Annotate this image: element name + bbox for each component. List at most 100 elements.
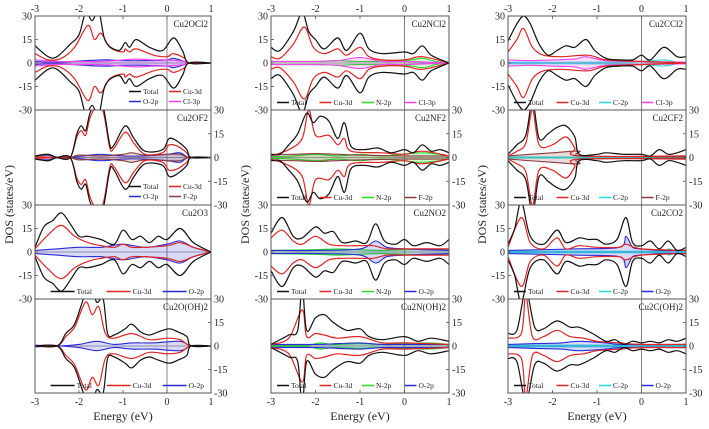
legend: Total Cu-3d C-2p O-2p: [514, 287, 671, 296]
y-tick-label: 30: [258, 12, 268, 23]
legend-label: N-2p: [376, 193, 392, 202]
x-tick-label-bottom: -1: [119, 397, 127, 408]
series-line-total-spin-down: [271, 257, 449, 288]
y-tick-label: -15: [214, 177, 227, 188]
series-line-total-spin-down: [35, 61, 211, 110]
panel-cu2cf2: 30 15 0 -15 -30 Cu2CF2 Total Cu-3d C-2p F-2p: [507, 106, 702, 212]
panel-title: Cu2NF2: [415, 113, 446, 123]
series-line-cu-3d-spin-down: [271, 254, 449, 275]
y-tick-label: -30: [255, 106, 268, 117]
series-group: [35, 110, 211, 205]
panel-cu2noh2: 30 15 0 -15 -30 Cu2N(OH)2 Total Cu-3d N-2p O-2p: [270, 295, 465, 400]
y-tick-label: 0: [27, 59, 32, 70]
legend-label: Total: [291, 381, 306, 390]
panel-cu2of2: 30 15 0 -15 -30 Cu2OF2 Total Cu-3d O-2p F-2p: [34, 106, 227, 212]
x-tick-label-top: 0: [165, 4, 170, 15]
series-line-total-spin-down: [35, 155, 211, 205]
series-line-total-spin-down: [271, 347, 449, 393]
series-line-cu-3d-spin-up: [508, 110, 686, 158]
legend: Total Cu-3d N-2p F-2p: [277, 193, 433, 202]
series-group: [508, 299, 686, 393]
series-line-total-spin-up: [35, 16, 211, 65]
panel-title: Cu2CCl2: [649, 19, 683, 29]
y-tick-label: 0: [263, 59, 268, 70]
series-group: [271, 299, 449, 393]
x-axis-label: Energy (eV): [567, 409, 626, 423]
x-tick-label-top: -1: [356, 4, 364, 15]
series-line-total-spin-down: [508, 346, 686, 393]
y-tick-label: -15: [689, 365, 702, 376]
x-tick-label-top: -2: [311, 4, 319, 15]
x-axis-label: Energy (eV): [93, 409, 152, 423]
legend-label: Total: [528, 287, 543, 296]
y-axis-label: DOS (states/eV): [2, 165, 16, 244]
legend-label: N-2p: [376, 381, 392, 390]
x-tick-label-top: -3: [31, 4, 39, 15]
series-line-cl-3p-spin-up: [271, 56, 449, 64]
legend-label: Cu-3d: [334, 193, 353, 202]
panel-title: Cu2CO2: [651, 208, 683, 218]
x-tick-label-top: 0: [639, 4, 644, 15]
y-tick-label: 15: [214, 318, 224, 329]
legend-label: C-2p: [613, 193, 628, 202]
series-line-cu-3d-spin-up: [271, 229, 449, 250]
series-line-total-spin-down: [508, 252, 686, 299]
series-line-c-2p-spin-down: [508, 252, 686, 256]
y-tick-label: 0: [263, 248, 268, 259]
series-line-cu-3d-spin-down: [35, 251, 211, 280]
x-tick-label-bottom: -1: [356, 397, 364, 408]
y-tick-label: 15: [22, 35, 32, 46]
x-tick-label-top: 0: [402, 4, 407, 15]
y-tick-label: 15: [214, 129, 224, 140]
legend-label: O-2p: [656, 287, 672, 296]
y-tick-label: 0: [500, 248, 505, 259]
series-line-cu-3d-spin-down: [508, 157, 686, 205]
series-fill-c-2p: [508, 248, 686, 256]
panel-title: Cu2N(OH)2: [401, 302, 446, 312]
series-fill-o-2p: [35, 152, 211, 163]
panel-title: Cu2O(OH)2: [163, 302, 208, 312]
panel-cu2ocl2: 30 15 0 -15 -30 Cu2OCl2 Total Cu-3d O-2p Cl-3p: [19, 12, 212, 117]
legend-label: Total: [528, 98, 543, 107]
series-fill-f-2p: [271, 153, 449, 162]
x-tick-label-top: -2: [75, 4, 83, 15]
legend: Total Cu-3d C-2p O-2p: [514, 381, 671, 390]
series-line-cu-3d-spin-down: [271, 62, 449, 100]
y-tick-label: 0: [452, 153, 457, 164]
series-group: [508, 110, 686, 205]
series-fill-o-2p: [271, 240, 449, 263]
legend-label: Cl-3p: [183, 97, 200, 106]
y-tick-label: 30: [258, 201, 268, 212]
y-tick-label: 15: [689, 318, 699, 329]
series-line-total-spin-down: [271, 62, 449, 110]
legend-label: O-2p: [419, 287, 435, 296]
legend-label: Total: [77, 381, 92, 390]
legend-label: N-2p: [376, 98, 392, 107]
series-line-f-2p-spin-down: [271, 158, 449, 163]
y-tick-label: -30: [689, 201, 702, 212]
legend-label: Total: [291, 287, 306, 296]
x-tick-label-top: -2: [548, 4, 556, 15]
legend: Total Cu-3d N-2p Cl-3p: [277, 98, 436, 107]
panel-title: Cu2C(OH)2: [639, 302, 684, 312]
y-tick-label: 0: [27, 248, 32, 259]
x-tick-label-top: 1: [684, 4, 689, 15]
x-tick-label-bottom: -2: [548, 397, 556, 408]
series-line-o-2p-spin-up: [35, 240, 211, 253]
series-group: [271, 216, 449, 288]
legend-label: Cu-3d: [133, 287, 152, 296]
legend-label: C-2p: [613, 287, 628, 296]
y-tick-label: -15: [452, 177, 465, 188]
x-tick-label-bottom: -3: [504, 397, 512, 408]
y-tick-label: 15: [452, 129, 462, 140]
series-group: [35, 299, 211, 393]
y-tick-label: -30: [19, 295, 32, 306]
y-tick-label: -15: [255, 82, 268, 93]
series-line-total-spin-down: [35, 344, 211, 393]
series-line-total-spin-up: [35, 299, 211, 348]
legend: Total Cu-3d C-2p F-2p: [514, 193, 670, 202]
series-line-total-spin-up: [271, 112, 449, 156]
series-line-total-spin-down: [271, 159, 449, 203]
y-tick-label: -15: [19, 271, 32, 282]
